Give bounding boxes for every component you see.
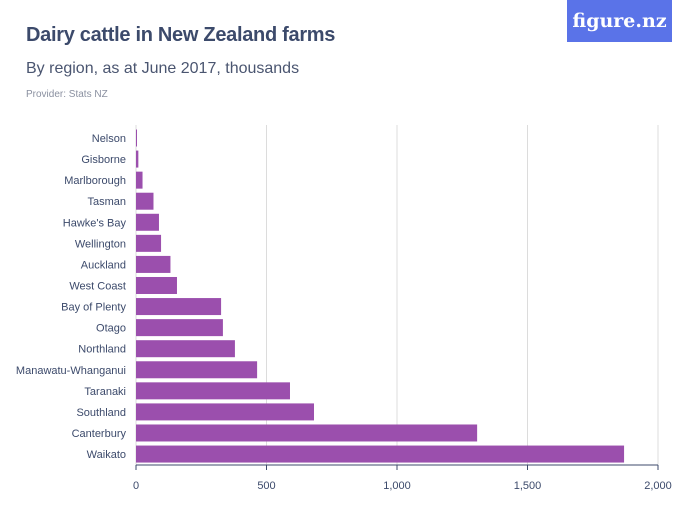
category-label: Gisborne bbox=[81, 154, 126, 166]
chart-subtitle: By region, as at June 2017, thousands bbox=[26, 60, 300, 77]
category-label: Otago bbox=[96, 323, 126, 335]
bar-taranaki bbox=[136, 382, 290, 400]
category-label: Wellington bbox=[75, 238, 126, 250]
bar-northland bbox=[136, 340, 235, 358]
bar-marlborough bbox=[136, 171, 143, 189]
category-label: Nelson bbox=[92, 133, 126, 145]
bar-canterbury bbox=[136, 424, 478, 442]
bar-waikato bbox=[136, 445, 625, 463]
x-tick-label: 500 bbox=[257, 480, 275, 492]
category-label: Canterbury bbox=[72, 428, 127, 440]
bar-southland bbox=[136, 403, 315, 421]
x-tick-label: 0 bbox=[133, 480, 139, 492]
category-label: Bay of Plenty bbox=[61, 302, 126, 314]
bar-west-coast bbox=[136, 276, 177, 294]
figure-nz-logo[interactable]: figure.nz bbox=[567, 0, 672, 42]
bar-wellington bbox=[136, 234, 162, 252]
chart-title: Dairy cattle in New Zealand farms bbox=[26, 24, 336, 46]
x-tick-label: 2,000 bbox=[644, 480, 672, 492]
category-label: West Coast bbox=[69, 280, 126, 292]
bar-manawatu-whanganui bbox=[136, 361, 258, 379]
bar-bay-of-plenty bbox=[136, 298, 222, 316]
x-tick-label: 1,500 bbox=[514, 480, 542, 492]
category-label: Tasman bbox=[87, 196, 126, 208]
category-label: Waikato bbox=[87, 449, 126, 461]
provider-label: Provider: Stats NZ bbox=[26, 89, 108, 100]
bar-gisborne bbox=[136, 150, 139, 168]
category-label: Northland bbox=[78, 344, 126, 356]
bar-tasman bbox=[136, 192, 154, 210]
x-tick-label: 1,000 bbox=[383, 480, 411, 492]
bar-nelson bbox=[136, 129, 137, 147]
category-label: Auckland bbox=[81, 259, 126, 271]
category-label: Taranaki bbox=[84, 386, 126, 398]
bar-otago bbox=[136, 319, 223, 337]
category-label: Hawke's Bay bbox=[63, 217, 127, 229]
category-label: Manawatu-Whanganui bbox=[16, 365, 126, 377]
category-label: Marlborough bbox=[64, 175, 126, 187]
category-label: Southland bbox=[76, 407, 126, 419]
bar-auckland bbox=[136, 255, 171, 273]
bar-hawke-s-bay bbox=[136, 213, 159, 231]
